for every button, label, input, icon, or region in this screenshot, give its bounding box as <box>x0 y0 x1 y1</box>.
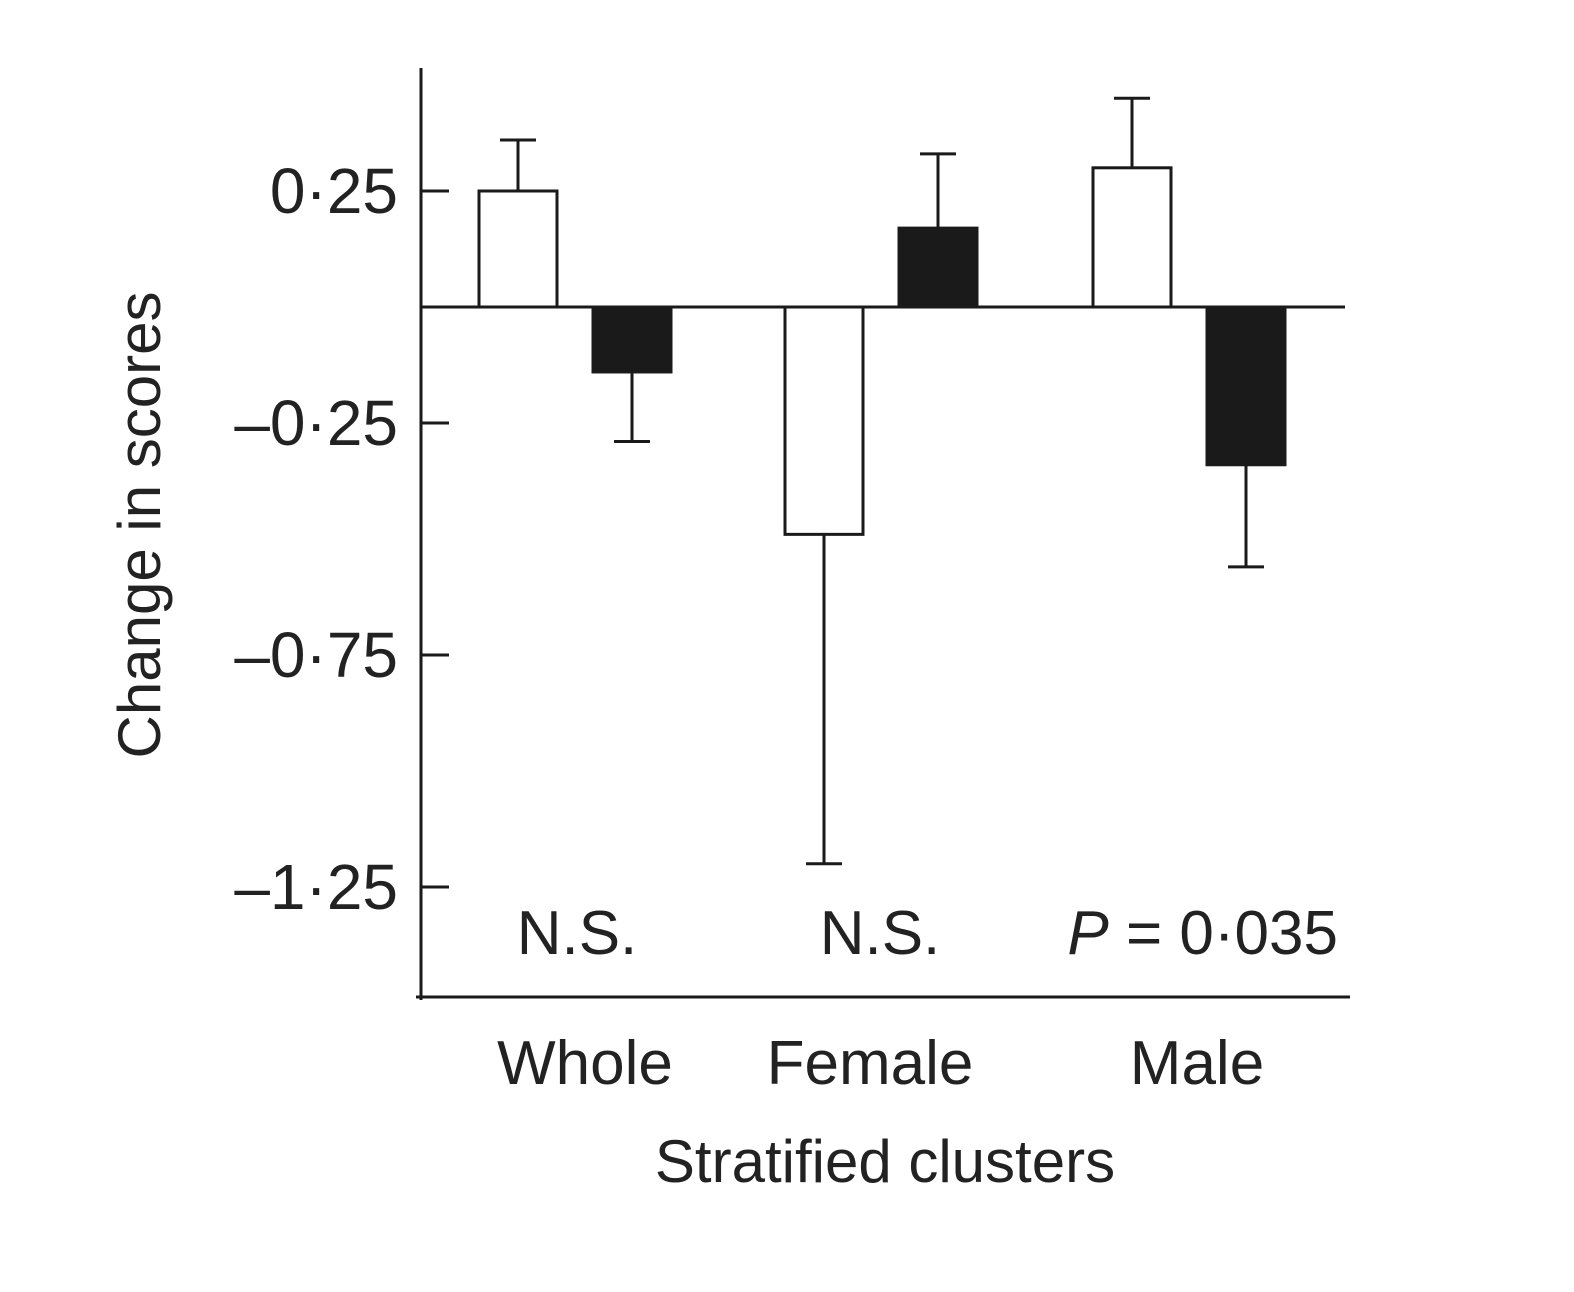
annotation-whole: N.S. <box>517 899 638 968</box>
category-label-male: Male <box>1130 1029 1264 1098</box>
y-tick-label: –0·75 <box>234 619 398 691</box>
annotation-female: N.S. <box>820 899 941 968</box>
annotation-male: P = 0·035 <box>1067 899 1338 968</box>
p-value: = 0·035 <box>1109 899 1338 968</box>
category-label-whole: Whole <box>497 1029 673 1098</box>
y-ticks: 0·25 –0·25 –0·75 –1·25 <box>234 155 449 923</box>
significance-annotations: N.S. N.S. P = 0·035 <box>517 899 1338 968</box>
bar-open-male <box>1091 166 1173 309</box>
bars <box>477 166 1287 536</box>
y-tick-label: 0·25 <box>270 155 398 227</box>
error-bars <box>500 96 1264 866</box>
y-tick-label: –1·25 <box>234 851 398 923</box>
bar-open-whole <box>477 189 559 309</box>
category-labels: Whole Female Male <box>497 1029 1264 1098</box>
x-axis-title: Stratified clusters <box>655 1128 1115 1195</box>
category-label-female: Female <box>767 1029 974 1098</box>
axes <box>416 68 1350 1000</box>
bar-filled-female <box>897 226 979 309</box>
bar-open-female <box>783 305 865 536</box>
bar-filled-whole <box>591 305 673 374</box>
bar-filled-male <box>1205 305 1287 467</box>
y-axis-title: Change in scores <box>106 292 173 759</box>
y-tick-label: –0·25 <box>234 387 398 459</box>
p-symbol: P <box>1067 899 1108 968</box>
